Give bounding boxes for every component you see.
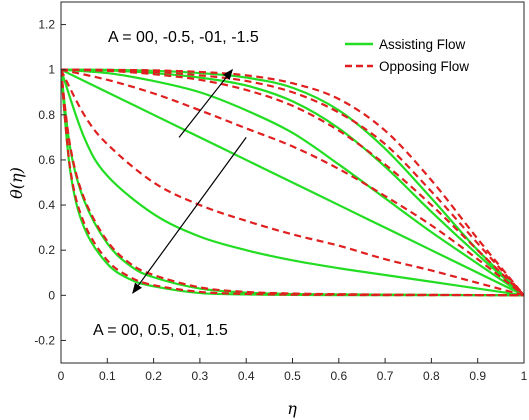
x-tick-label: 0.9	[469, 369, 486, 383]
opposing-flow-line	[61, 68, 524, 297]
series-layer	[61, 68, 524, 297]
legend-box	[338, 30, 518, 80]
opposing-flow-line	[61, 68, 524, 297]
x-tick-label: 0.6	[330, 369, 347, 383]
legend-label-opposing: Opposing Flow	[379, 59, 469, 74]
assisting-flow-line	[61, 68, 524, 297]
y-tick-label: 0	[48, 288, 55, 302]
y-tick-label: 0.8	[38, 108, 55, 122]
x-tick-label: 0.8	[423, 369, 440, 383]
y-axis-label: θ(η)	[7, 167, 26, 199]
y-tick-label: 1	[48, 63, 55, 77]
opposing-flow-line	[61, 68, 524, 297]
opposing-flow-line	[61, 68, 524, 297]
y-tick-label: -0.2	[34, 333, 55, 347]
annotation-arrow	[178, 68, 233, 138]
x-tick-label: 0.3	[192, 369, 209, 383]
assisting-flow-line	[61, 68, 524, 297]
opposing-flow-line	[61, 69, 524, 297]
x-axis-label: η	[287, 399, 297, 418]
assisting-flow-line	[61, 69, 524, 297]
ticks-layer: 0 0.1 0.2 0.3 0.4 0.5 0.6 0.7 0.8 0.9 1 -0.2 0 0.2 0.4…	[34, 18, 527, 383]
x-tick-label: 1	[521, 369, 528, 383]
legend-label-assisting: Assisting Flow	[379, 37, 466, 52]
annotation-text: A = 00, -0.5, -01, -1.5	[108, 29, 259, 46]
y-tick-label: 0.2	[38, 243, 55, 257]
opposing-flow-line	[61, 69, 524, 297]
x-tick-label: 0.7	[377, 369, 394, 383]
annotation-text: A = 00, 0.5, 01, 1.5	[93, 322, 228, 339]
annotation-arrow	[132, 137, 247, 294]
x-tick-label: 0	[58, 369, 65, 383]
y-tick-label: 0.4	[38, 198, 55, 212]
x-tick-label: 0.2	[145, 369, 162, 383]
x-tick-label: 0.4	[238, 369, 255, 383]
y-tick-label: 0.6	[38, 153, 55, 167]
x-tick-label: 0.5	[284, 369, 301, 383]
x-tick-label: 0.1	[99, 369, 116, 383]
annotations-layer: A = 00, -0.5, -01, -1.5 A = 00, 0.5, 01, …	[93, 29, 259, 339]
assisting-flow-line	[61, 68, 524, 297]
opposing-flow-line	[61, 69, 524, 297]
y-tick-label: 1.2	[38, 18, 55, 32]
legend: Assisting Flow Opposing Flow	[338, 30, 518, 80]
